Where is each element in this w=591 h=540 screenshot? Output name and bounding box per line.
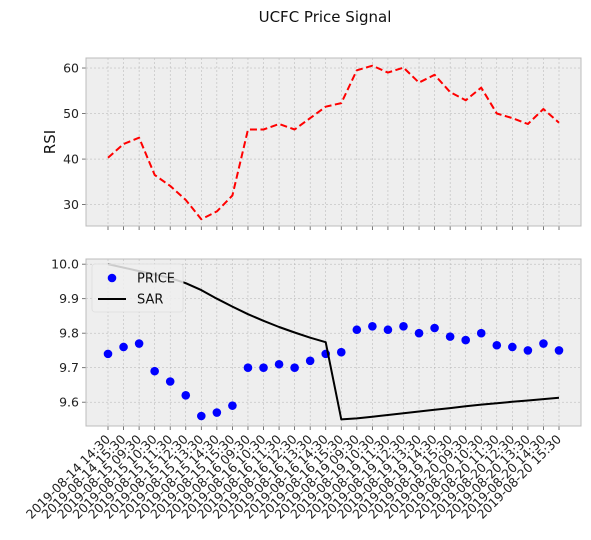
- price-point: [305, 356, 315, 366]
- chart-title: UCFC Price Signal: [259, 8, 392, 26]
- price-point: [508, 342, 517, 352]
- y-tick-label: 40: [63, 152, 79, 167]
- price-point: [150, 366, 159, 376]
- price-point: [181, 390, 191, 400]
- legend: PRICE SAR: [91, 263, 184, 313]
- price-point: [290, 363, 299, 372]
- price-point: [212, 408, 222, 417]
- rsi-panel: 30 40 50 60 RSI: [41, 57, 582, 230]
- price-point: [134, 339, 144, 348]
- price-point: [399, 321, 408, 331]
- price-point: [476, 328, 486, 338]
- price-point: [228, 401, 237, 410]
- price-point: [523, 346, 533, 355]
- price-point: [539, 339, 548, 348]
- y-tick-label: 9.6: [59, 395, 79, 410]
- plot-frame: [85, 57, 582, 227]
- y-tick-label: 30: [63, 197, 79, 212]
- price-point: [197, 411, 206, 421]
- y-tick-label: 50: [63, 106, 79, 121]
- legend-marker: [107, 273, 117, 283]
- y-tick-label: 10.0: [51, 257, 79, 272]
- price-point: [274, 359, 284, 369]
- y-tick-label: 60: [63, 61, 79, 76]
- plot-background: [86, 58, 581, 226]
- y-tick-label: 9.7: [59, 360, 79, 375]
- price-point: [119, 342, 128, 352]
- price-point: [165, 377, 175, 386]
- price-point: [368, 321, 377, 331]
- price-point: [461, 335, 470, 345]
- price-point: [492, 340, 502, 350]
- legend-label: PRICE: [137, 272, 175, 287]
- price-point: [554, 346, 564, 355]
- price-point: [259, 363, 268, 372]
- price-point: [445, 332, 455, 341]
- plot-frame: [85, 258, 582, 427]
- price-point: [243, 363, 253, 372]
- y-axis-label: RSI: [41, 130, 59, 154]
- price-point: [336, 347, 346, 357]
- legend-label: SAR: [137, 293, 163, 308]
- y-tick-label: 9.9: [59, 291, 79, 306]
- price-point: [430, 323, 439, 333]
- price-point: [352, 325, 362, 335]
- price-point: [383, 325, 393, 335]
- y-tick-label: 9.8: [59, 326, 79, 341]
- price-point: [103, 349, 113, 359]
- price-point: [414, 328, 424, 338]
